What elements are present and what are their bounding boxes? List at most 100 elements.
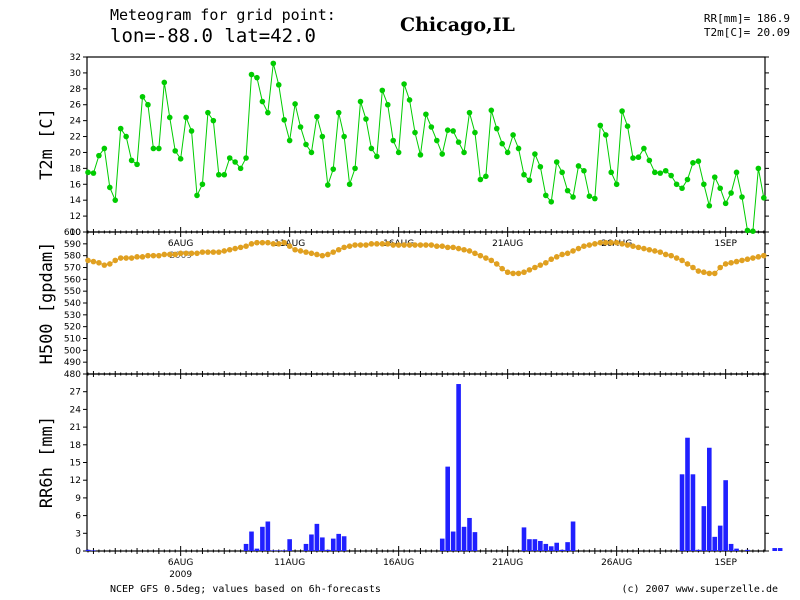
h500-point xyxy=(254,239,260,246)
h500-point xyxy=(259,239,266,246)
t2m-point xyxy=(357,98,364,105)
rr-bar xyxy=(679,474,685,551)
t2m-point xyxy=(308,149,315,156)
rr-bar xyxy=(260,526,265,551)
h500-point xyxy=(581,243,587,249)
t2m-point xyxy=(248,71,255,78)
y-tick-label: 540 xyxy=(64,299,81,309)
y-tick-label: 500 xyxy=(64,346,81,356)
h500-point xyxy=(297,248,304,254)
t2m-point xyxy=(488,107,495,114)
y-tick-label: 560 xyxy=(64,275,81,285)
rr-bar xyxy=(320,537,325,551)
rr-bar xyxy=(565,542,570,551)
h500-point xyxy=(711,270,718,277)
x-date-label: 21AUG xyxy=(492,558,523,568)
rr-bar xyxy=(271,550,276,551)
h500-point xyxy=(101,262,108,268)
t2m-point xyxy=(466,109,473,116)
t2m-point xyxy=(134,161,140,168)
h500-point xyxy=(335,246,342,253)
t2m-point xyxy=(194,192,200,199)
h500-point xyxy=(684,261,691,267)
rr-bar xyxy=(690,474,696,551)
t2m-point xyxy=(346,181,353,188)
t2m-point xyxy=(504,149,511,156)
t2m-point xyxy=(515,145,522,152)
h500-point xyxy=(434,243,440,249)
rr-bar xyxy=(249,531,254,551)
rr-bar xyxy=(287,539,292,551)
t2m-point xyxy=(297,124,304,130)
h500-point xyxy=(417,242,424,248)
h500-point xyxy=(319,252,326,259)
t2m-point xyxy=(602,132,609,138)
h500-point xyxy=(553,254,560,260)
rr-bar xyxy=(254,548,260,551)
h500-point xyxy=(221,248,228,254)
h500-point xyxy=(265,239,271,246)
y-tick-label: 550 xyxy=(64,287,81,297)
h500-point xyxy=(652,248,658,254)
t2m-point xyxy=(701,181,707,188)
rr-bar xyxy=(707,447,712,551)
h500-point xyxy=(750,255,756,261)
t2m-point xyxy=(319,133,326,140)
y-tick-label: 0 xyxy=(75,547,81,557)
h500-point xyxy=(112,257,119,264)
h500-point xyxy=(395,242,402,248)
t2m-point xyxy=(292,101,298,107)
t2m-point xyxy=(559,169,565,176)
t2m-point xyxy=(101,145,108,152)
t2m-point xyxy=(210,117,217,124)
t2m-point xyxy=(379,87,386,94)
t2m-point xyxy=(265,109,271,116)
t2m-point xyxy=(439,151,446,157)
t2m-point xyxy=(406,97,413,103)
h500-point xyxy=(592,241,598,247)
h500-point xyxy=(755,254,762,260)
t2m-point xyxy=(657,170,664,176)
h500-point xyxy=(701,269,707,276)
h500-point xyxy=(548,256,555,263)
t2m-point xyxy=(96,152,102,159)
t2m-point xyxy=(205,109,211,116)
t2m-point xyxy=(161,79,168,86)
x-date-label: 1SEP xyxy=(714,558,737,568)
t2m-point xyxy=(243,155,249,161)
h500-point xyxy=(177,250,184,257)
t2m-point xyxy=(510,132,516,138)
h500-point xyxy=(466,248,473,254)
rr-bar xyxy=(325,549,331,551)
h500-point xyxy=(483,255,489,261)
t2m-point xyxy=(564,187,571,194)
h500-point xyxy=(673,255,680,261)
rr-bar xyxy=(538,540,543,551)
data-source-note: NCEP GFS 0.5deg; values based on 6h-fore… xyxy=(110,584,381,595)
t2m-point xyxy=(690,159,696,166)
t2m-point xyxy=(586,193,593,200)
h500-point xyxy=(194,250,200,257)
rr-bar xyxy=(717,525,723,551)
t2m-point xyxy=(363,116,369,122)
h500-point xyxy=(728,259,734,266)
h500-point xyxy=(357,242,364,248)
h500-point xyxy=(657,249,664,255)
h500-point xyxy=(537,262,544,268)
t2m-point xyxy=(630,155,636,161)
y-tick-label: 530 xyxy=(64,311,81,321)
rr-bar xyxy=(341,536,347,551)
rr-total-stat: RR[mm]= 186.9 xyxy=(703,12,790,25)
t2m-point xyxy=(750,228,756,235)
rr-bar xyxy=(548,546,554,551)
h500-point xyxy=(363,242,369,248)
h500-point xyxy=(128,255,135,261)
h500-point xyxy=(275,241,282,247)
h500-point xyxy=(744,256,751,263)
h500-point xyxy=(499,265,506,272)
t2m-point xyxy=(335,109,342,116)
h500-point xyxy=(183,250,189,257)
t2m-point xyxy=(330,166,337,172)
y-tick-label: 15 xyxy=(70,459,81,469)
